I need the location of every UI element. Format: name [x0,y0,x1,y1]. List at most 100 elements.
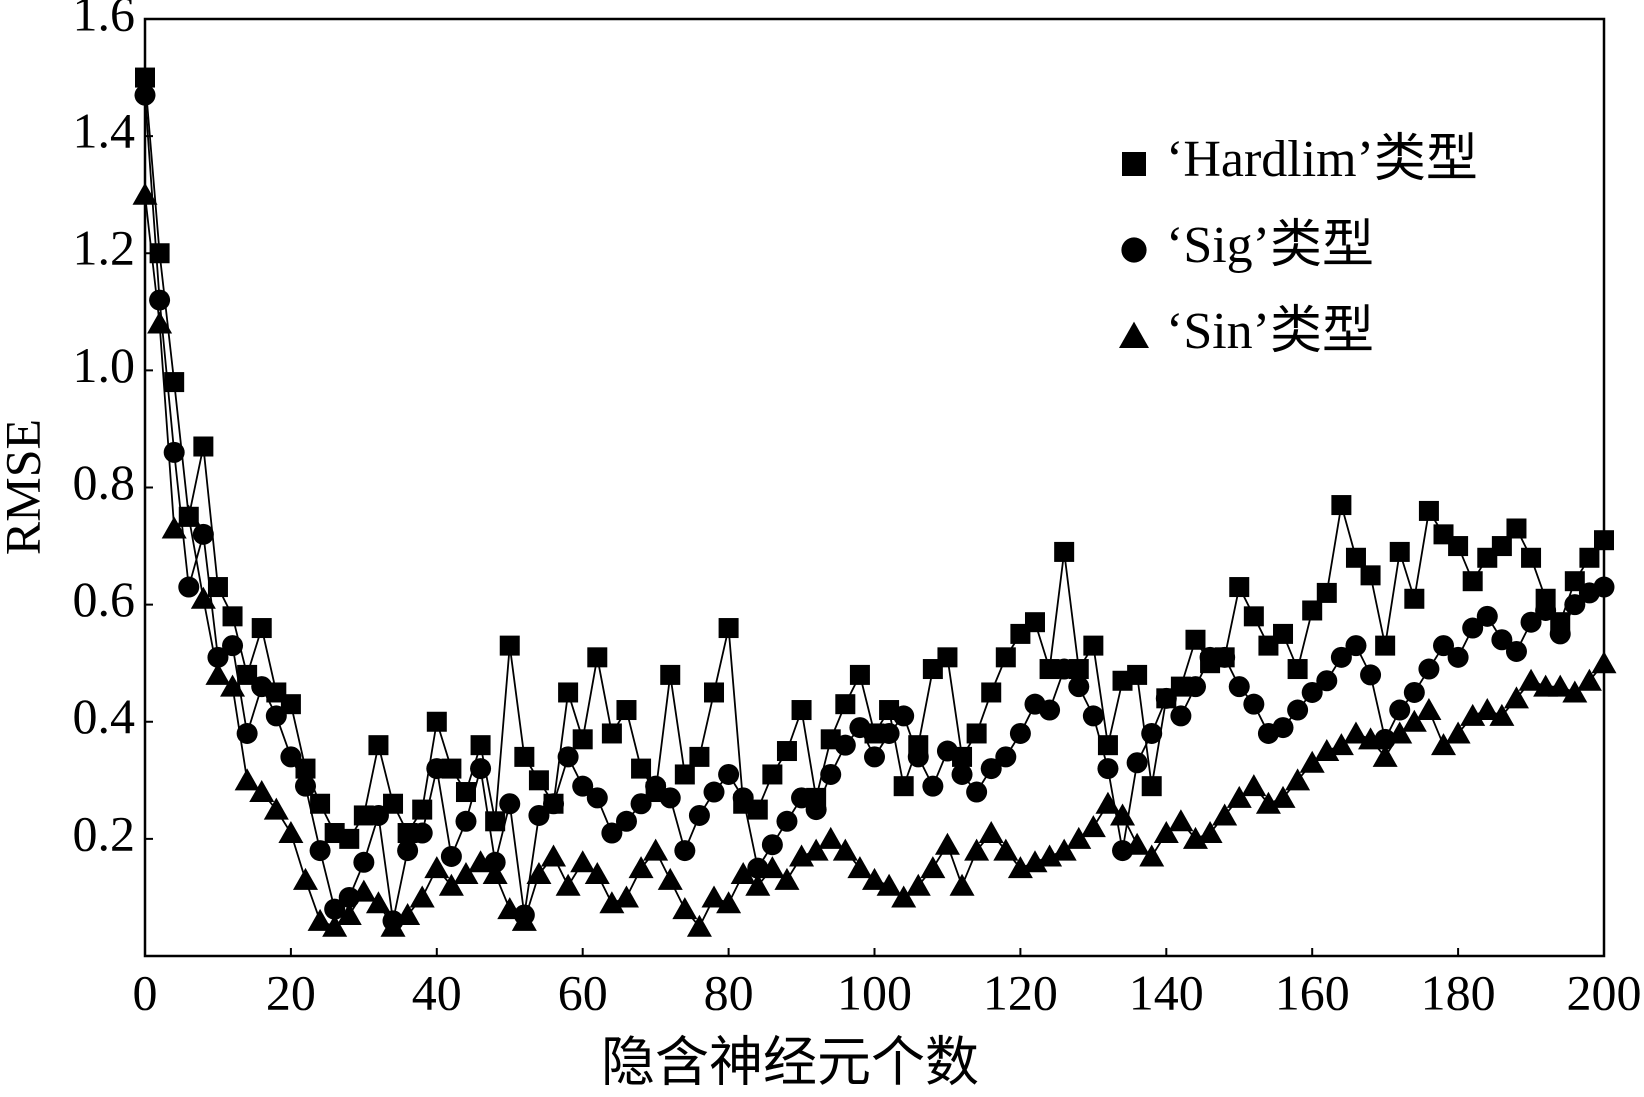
marker-square [849,664,870,685]
marker-square [528,770,549,791]
marker-circle [1272,717,1294,739]
marker-triangle [424,856,450,879]
x-tick-label: 40 [412,964,462,1020]
marker-triangle [1343,721,1369,744]
marker-circle [1184,676,1206,698]
marker-triangle [1358,727,1384,750]
marker-square [295,758,316,779]
marker-circle [1039,699,1061,721]
marker-triangle [292,867,318,890]
marker-square [689,746,710,767]
marker-triangle [1445,721,1471,744]
marker-circle [134,84,156,106]
x-tick-label: 100 [837,964,912,1020]
marker-circle [543,793,565,815]
marker-circle [1433,635,1455,657]
marker-triangle [1139,844,1165,867]
marker-square [893,776,914,797]
x-tick-label: 200 [1567,964,1642,1020]
marker-circle [1345,635,1367,657]
marker-square [674,764,695,785]
legend-label: ‘Sig’类型 [1166,217,1374,274]
marker-circle [718,763,740,785]
marker-square [1448,536,1469,557]
marker-square [193,436,214,457]
marker-square [747,799,768,820]
marker-circle [251,676,273,698]
marker-circle [834,734,856,756]
marker-square [1273,623,1294,644]
y-tick-label: 0.2 [73,805,136,861]
marker-triangle [1153,821,1179,844]
x-tick-label: 20 [266,964,316,1020]
marker-circle [280,746,302,768]
marker-circle [1462,617,1484,639]
marker-square [1389,541,1410,562]
marker-square [353,805,374,826]
marker-square [310,793,331,814]
marker-circle [1535,599,1557,621]
marker-triangle [468,850,494,873]
marker-square [1462,571,1483,592]
marker-triangle [1110,803,1136,826]
marker-circle [1199,646,1221,668]
marker-triangle [613,885,639,908]
marker-circle [674,840,696,862]
marker-square [499,635,520,656]
marker-circle [907,746,929,768]
marker-circle [951,763,973,785]
marker-square [572,729,593,750]
marker-circle [995,746,1017,768]
marker-triangle [643,838,669,861]
marker-circle [1520,611,1542,633]
marker-circle [1155,687,1177,709]
marker-square [1594,530,1614,551]
marker-square [1418,500,1439,521]
marker-triangle [1562,680,1588,703]
marker-triangle [847,856,873,879]
x-tick-label: 80 [704,964,754,1020]
marker-square [1229,577,1250,598]
marker-triangle [205,662,231,685]
x-tick-label: 60 [558,964,608,1020]
marker-circle [615,810,637,832]
marker-triangle [1285,768,1311,791]
marker-triangle [307,908,333,931]
y-tick-label: 1.0 [73,337,136,393]
marker-triangle [263,797,289,820]
marker-square [937,647,958,668]
marker-triangle [132,182,158,205]
marker-circle [1505,640,1527,662]
marker-circle [1214,646,1236,668]
marker-triangle [1197,821,1223,844]
marker-circle [703,781,725,803]
marker-square [762,764,783,785]
marker-triangle [730,862,756,885]
y-tick-label: 1.4 [73,103,136,159]
marker-circle [761,834,783,856]
marker-triangle [1124,832,1150,855]
marker-triangle [1328,733,1354,756]
marker-square [383,793,404,814]
marker-square [455,782,476,803]
marker-triangle [1080,815,1106,838]
marker-square [995,647,1016,668]
marker-circle [265,705,287,727]
y-tick-label: 1.6 [73,0,136,41]
y-tick-label: 1.2 [73,220,136,276]
marker-triangle [832,838,858,861]
marker-triangle [526,862,552,885]
marker-triangle [1503,686,1529,709]
marker-triangle [905,873,931,896]
marker-square [1243,606,1264,627]
marker-circle [864,746,885,768]
marker-triangle [380,914,406,937]
x-tick-label: 120 [983,964,1058,1020]
x-tick-label: 0 [133,964,158,1020]
marker-triangle [365,891,391,914]
marker-triangle [1416,698,1442,721]
marker-square [237,664,258,685]
marker-circle [1053,658,1075,680]
marker-circle [1243,693,1265,715]
